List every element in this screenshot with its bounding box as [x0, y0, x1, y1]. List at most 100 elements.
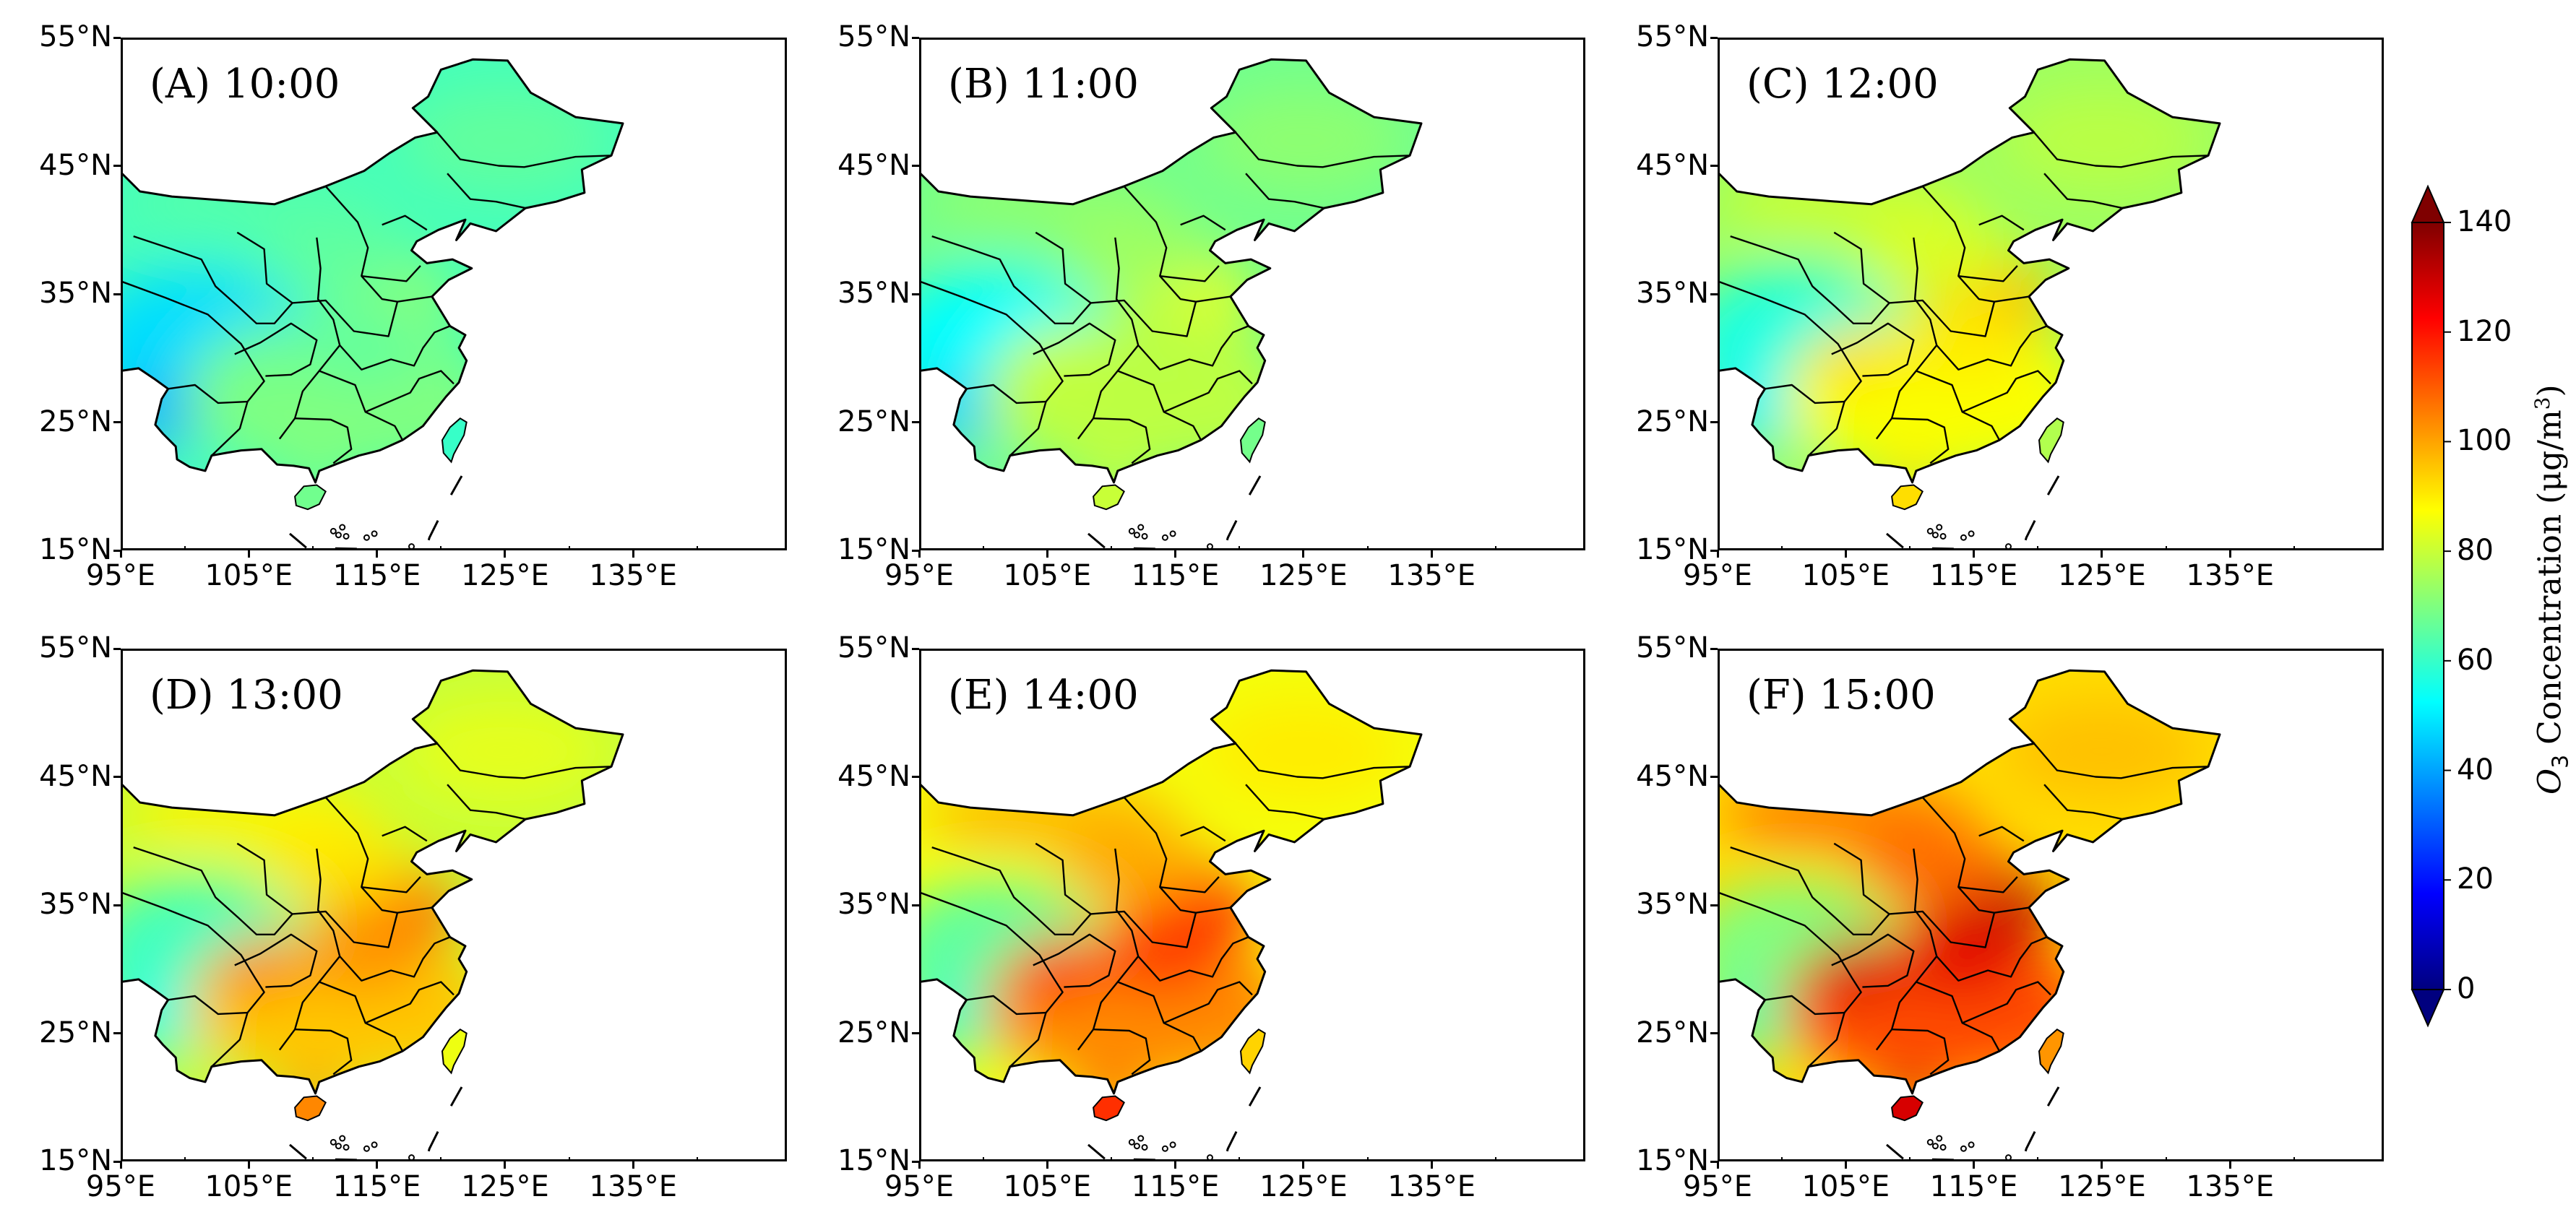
province-boundaries — [1718, 131, 2209, 464]
minor-tick — [1110, 546, 1112, 550]
hainan-island — [1891, 484, 1924, 511]
lon-tick-label: 135°E — [1387, 559, 1476, 592]
panel-title: (E) 14:00 — [948, 672, 1139, 719]
lon-tick-mark — [1430, 1161, 1433, 1169]
islet — [1968, 530, 1975, 537]
taiwan-island — [2038, 417, 2064, 464]
map-frame — [919, 38, 1585, 550]
ozone-map — [1718, 669, 2221, 1161]
lon-tick-label: 95°E — [884, 559, 955, 592]
lat-tick-mark — [912, 1032, 919, 1034]
lon-tick-mark — [247, 1161, 250, 1169]
lon-tick-label: 115°E — [1131, 1170, 1220, 1203]
lon-tick-mark — [1302, 1161, 1305, 1169]
taiwan-island — [441, 1028, 468, 1075]
hainan-island — [294, 1095, 327, 1122]
lat-tick-mark — [1710, 1160, 1718, 1163]
lon-tick-mark — [1844, 550, 1847, 558]
lat-tick-label: 15°N — [1636, 533, 1709, 566]
taiwan-island — [1239, 1028, 1266, 1075]
lon-tick-mark — [2101, 550, 2103, 558]
colorbar-max-extend — [2411, 184, 2445, 223]
minor-tick — [1494, 1157, 1496, 1161]
lat-tick-label: 15°N — [837, 533, 910, 566]
lat-tick-label: 55°N — [39, 631, 112, 665]
islet — [1931, 532, 1939, 539]
islet — [371, 1141, 378, 1148]
maritime-boundary — [1886, 1070, 2070, 1161]
lon-tick-label: 115°E — [1929, 559, 2018, 592]
map-panel-d: (D) 13:00 55°N 45°N 35°N 25°N 15°N 95°E 105°E 11… — [39, 631, 787, 1203]
taiwan-island — [2038, 1028, 2064, 1075]
country-outline — [121, 669, 624, 1095]
taiwan-island — [1239, 417, 1266, 464]
islet — [1137, 1135, 1145, 1142]
lat-tick-mark — [113, 293, 121, 295]
lon-tick-mark — [1973, 550, 1976, 558]
panel-title: (B) 11:00 — [948, 61, 1140, 108]
map-frame — [121, 38, 787, 550]
lat-tick-mark — [113, 1032, 121, 1034]
lat-tick-label: 35°N — [1636, 888, 1709, 921]
lat-tick-mark — [113, 549, 121, 552]
lat-tick-mark — [912, 549, 919, 552]
lat-tick-mark — [912, 647, 919, 650]
islet — [1133, 532, 1140, 539]
province-boundaries — [919, 131, 1410, 464]
ozone-map — [919, 58, 1423, 550]
islet — [1939, 532, 1947, 540]
maritime-boundary — [289, 1070, 473, 1161]
minor-tick — [184, 1157, 186, 1161]
lat-tick-mark — [113, 647, 121, 650]
ozone-map — [1718, 58, 2221, 550]
province-boundaries — [1718, 743, 2209, 1075]
minor-tick — [1366, 1157, 1369, 1161]
map-frame — [1718, 38, 2384, 550]
province-boundaries — [121, 131, 612, 464]
lon-tick-mark — [632, 550, 634, 558]
panel-title: (F) 15:00 — [1746, 672, 1936, 719]
minor-tick — [568, 1157, 570, 1161]
lon-tick-mark — [1430, 550, 1433, 558]
islet — [1931, 1143, 1939, 1150]
lon-tick-mark — [918, 1161, 921, 1169]
islet — [339, 524, 346, 531]
islet — [363, 1145, 370, 1152]
islet — [1936, 1135, 1943, 1142]
colorbar-title-close: ) — [2531, 384, 2569, 397]
ozone-map — [919, 669, 1423, 1161]
minor-tick — [311, 1157, 314, 1161]
panel-title: (A) 10:00 — [150, 61, 340, 108]
lat-tick-label: 15°N — [39, 1144, 112, 1177]
province-boundaries — [121, 743, 612, 1075]
minor-tick — [982, 1157, 984, 1161]
lat-tick-mark — [1710, 165, 1718, 167]
colorbar-tick-label: 40 — [2457, 753, 2494, 787]
islet — [1133, 1143, 1140, 1150]
panel-title: (D) 13:00 — [150, 672, 343, 719]
lat-tick-label: 45°N — [39, 759, 112, 793]
islet — [329, 527, 337, 534]
islet — [1141, 1143, 1148, 1151]
maritime-boundary — [1087, 459, 1272, 550]
colorbar-gradient — [2412, 222, 2444, 990]
islet — [1939, 1143, 1947, 1151]
lat-tick-label: 45°N — [837, 148, 910, 182]
lat-tick-mark — [912, 421, 919, 423]
minor-tick — [440, 1157, 442, 1161]
minor-tick — [2165, 546, 2167, 550]
islet — [335, 1143, 342, 1150]
lat-tick-label: 25°N — [1636, 1016, 1709, 1049]
islet — [1968, 1141, 1975, 1148]
lon-tick-mark — [1844, 1161, 1847, 1169]
lon-tick-label: 125°E — [461, 559, 549, 592]
colorbar-tick-label: 60 — [2457, 643, 2494, 677]
lon-tick-mark — [504, 1161, 507, 1169]
lon-tick-label: 105°E — [204, 1170, 293, 1203]
lat-tick-mark — [1710, 776, 1718, 778]
lon-tick-label: 115°E — [332, 559, 421, 592]
minor-tick — [1780, 1157, 1783, 1161]
islet — [363, 534, 370, 541]
islet — [1128, 527, 1135, 534]
islet — [1926, 1138, 1934, 1146]
